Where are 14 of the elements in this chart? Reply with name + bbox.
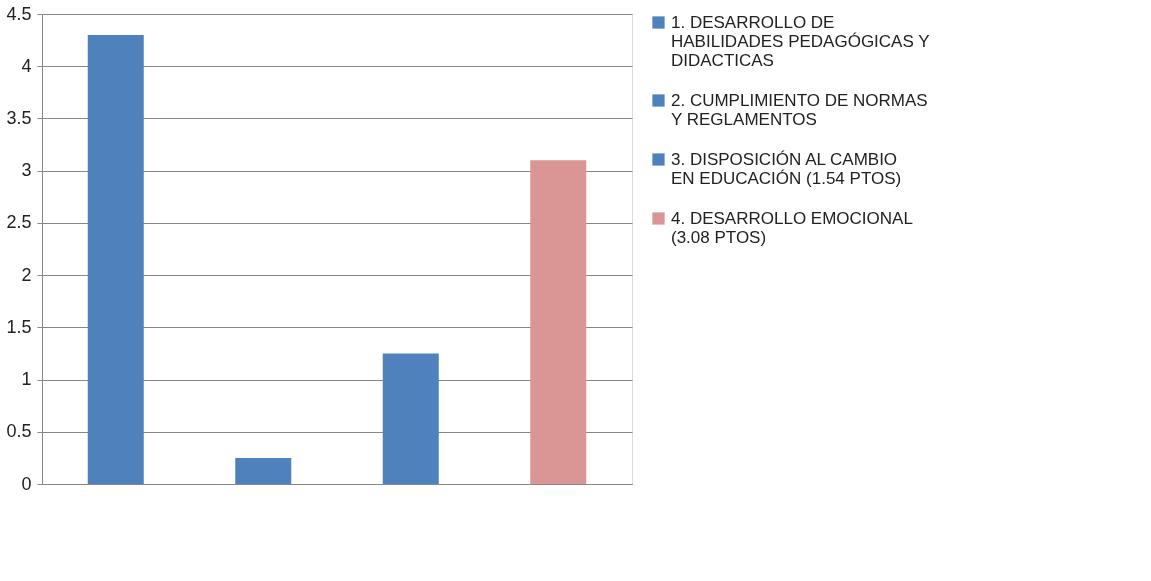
legend-label: 1. DESARROLLO DE HABILIDADES PEDAGÓGICAS Y DIDACTICAS	[671, 12, 930, 70]
y-tick-label: 0.5	[6, 421, 32, 442]
y-tick-label: 4	[21, 55, 32, 76]
legend-label: 4. DESARROLLO EMOCIONAL (3.08 PTOS)	[671, 208, 913, 247]
y-tick-label: 1.5	[6, 316, 32, 337]
y-tick-label: 3	[21, 160, 32, 181]
legend-label: 2. CUMPLIMIENTO DE NORMAS Y REGLAMENTOS	[671, 90, 928, 129]
legend-label: 3. DISPOSICIÓN AL CAMBIO EN EDUCACIÓN (1.54 PTOS)	[671, 149, 902, 188]
y-tick-label: 0	[21, 473, 32, 494]
y-tick-label: 4.5	[6, 3, 32, 24]
y-tick-label: 3.5	[6, 107, 32, 128]
y-tick-label: 2	[21, 264, 32, 285]
y-tick-label: 1	[21, 369, 32, 390]
y-tick-label: 2.5	[6, 212, 32, 233]
